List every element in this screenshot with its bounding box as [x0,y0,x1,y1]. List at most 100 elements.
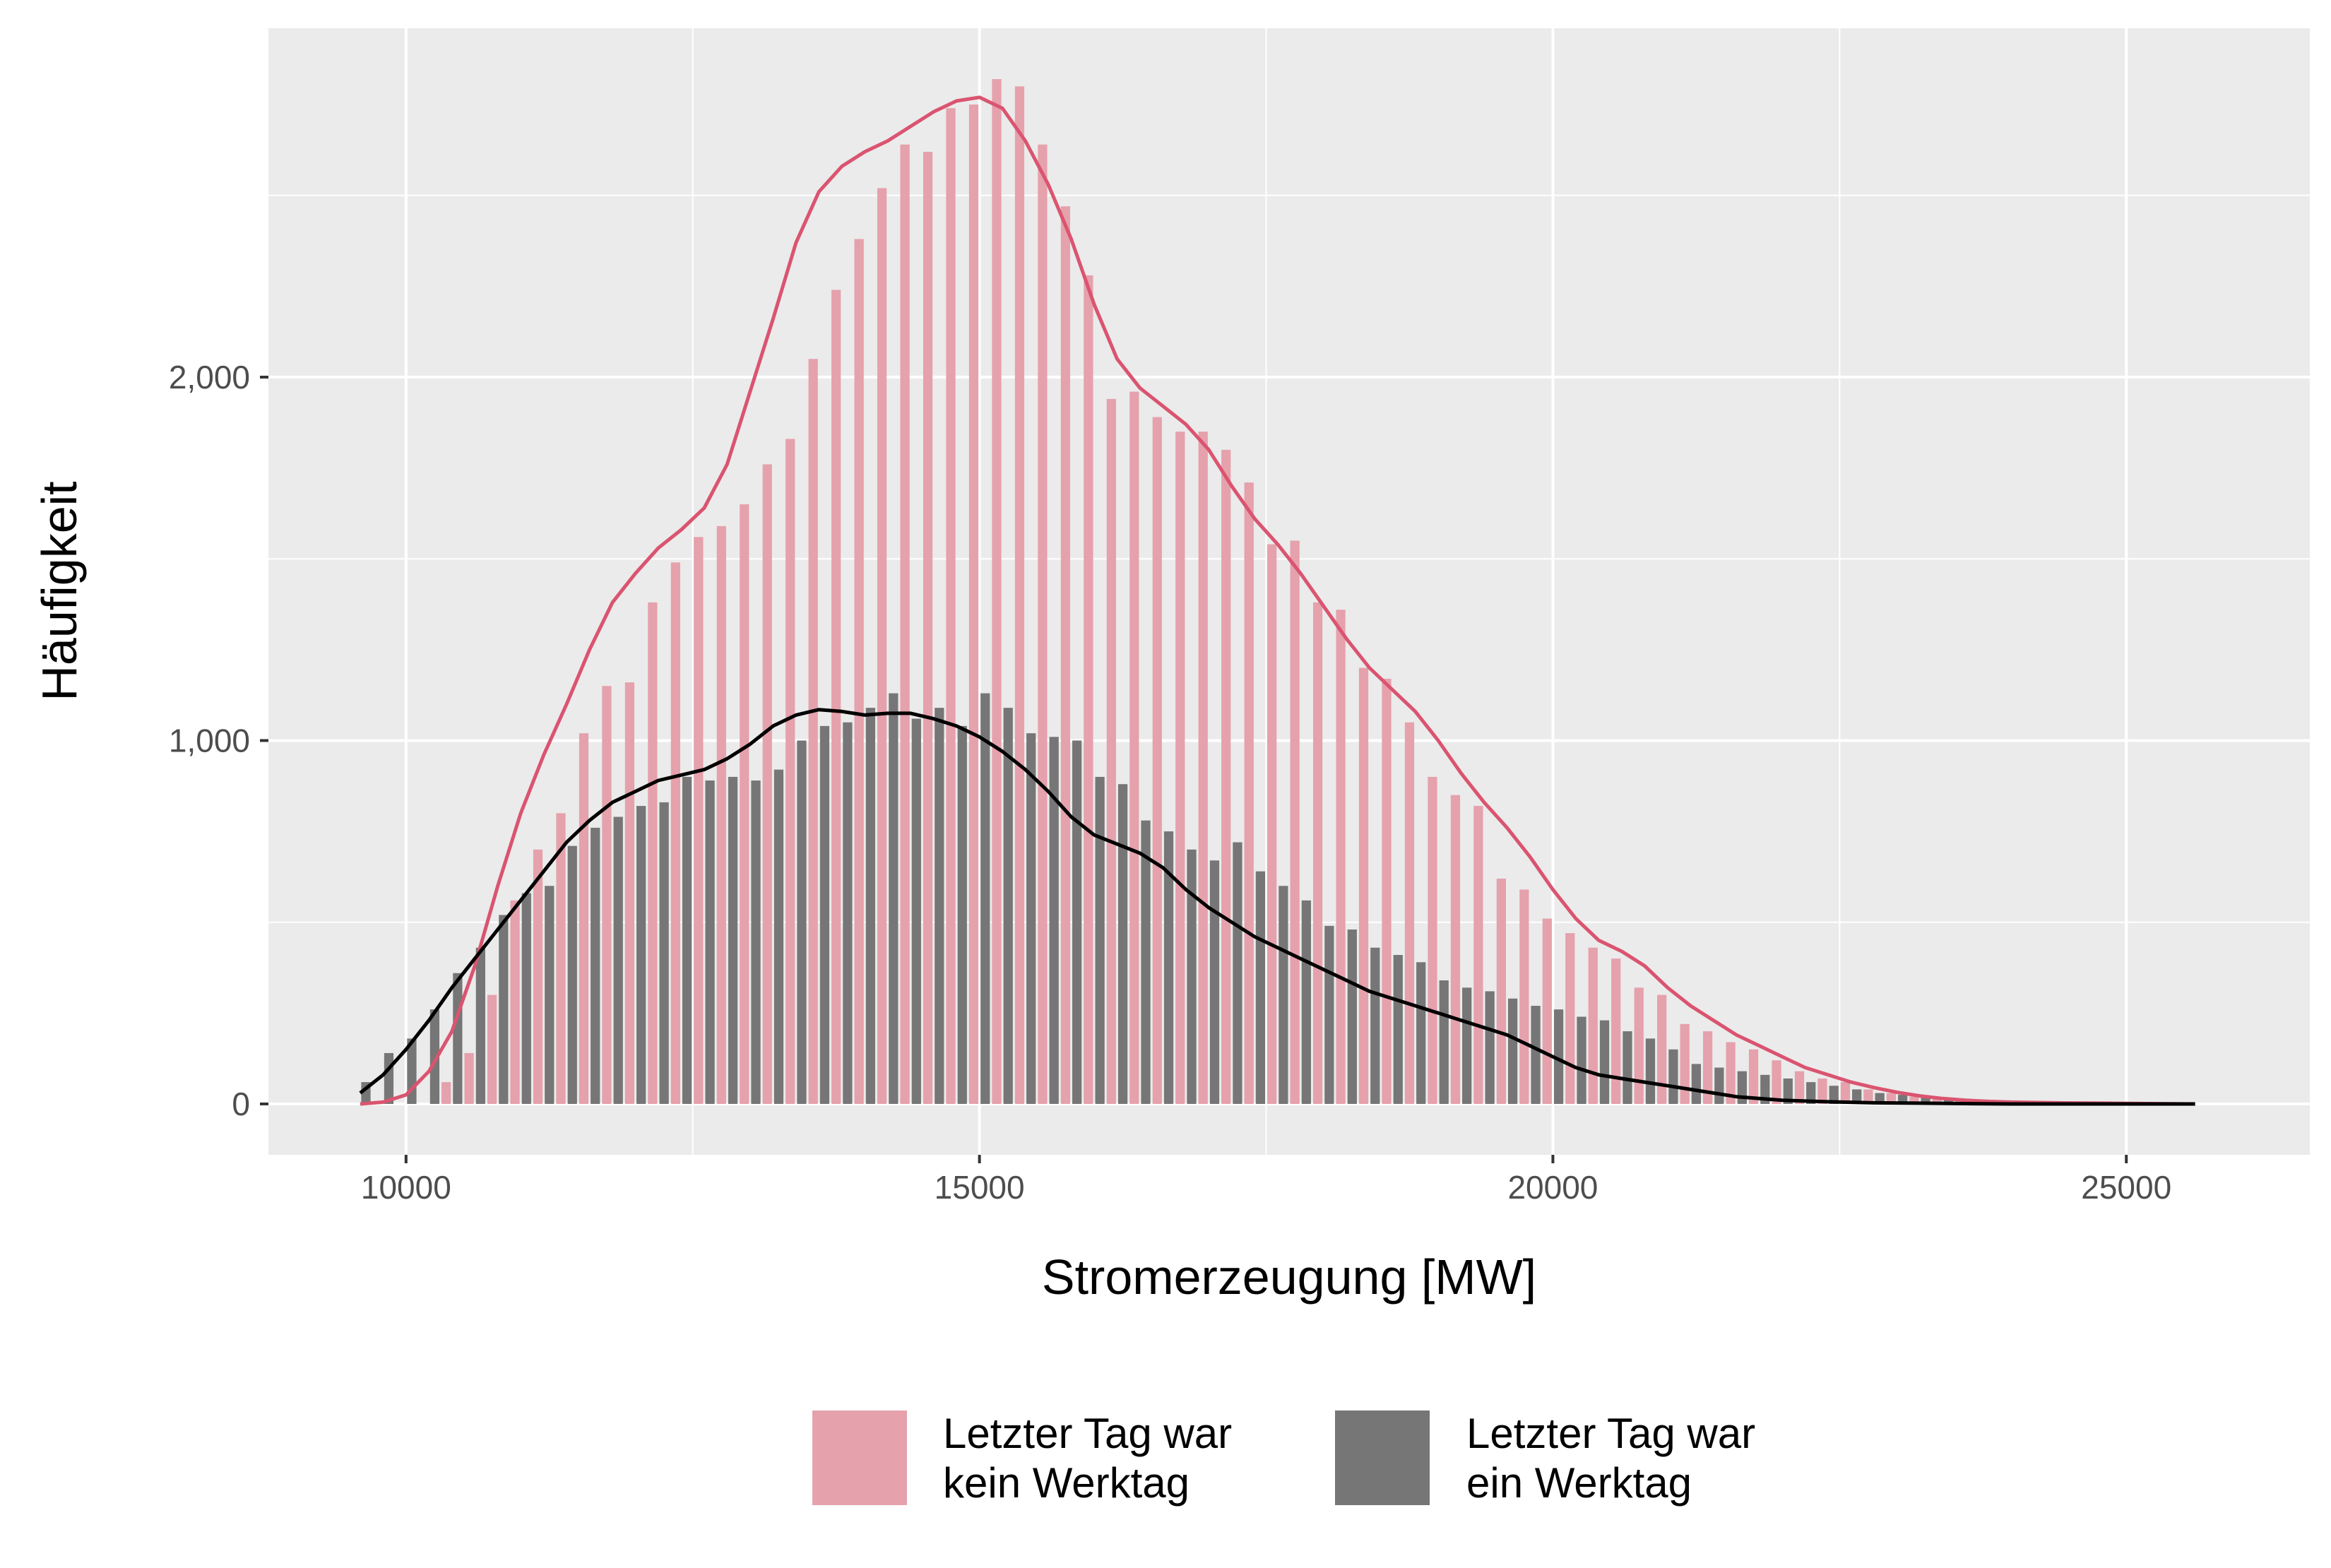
bar-series-1 [682,776,692,1104]
legend-label-ein-werktag-line2: ein Werktag [1466,1459,1692,1507]
y-tick-label: 0 [232,1086,250,1122]
bar-series-1 [889,693,898,1104]
bar-series-1 [797,740,807,1104]
bar-series-0 [1863,1089,1873,1104]
bar-series-0 [968,105,979,1104]
bar-series-1 [521,893,531,1104]
bar-series-0 [992,79,1002,1104]
legend-label-kein-werktag-line2: kein Werktag [943,1459,1190,1507]
bar-series-0 [1565,933,1575,1104]
bar-series-0 [1038,144,1048,1104]
bar-series-1 [1072,740,1082,1104]
bar-series-1 [659,802,669,1104]
bar-series-0 [1404,722,1415,1104]
bar-series-0 [1542,918,1552,1104]
bar-series-0 [1932,1098,1942,1104]
bar-series-1 [1233,842,1242,1104]
bar-series-0 [1358,667,1369,1104]
bar-series-1 [1324,925,1334,1104]
bar-series-1 [1691,1064,1701,1104]
bar-series-1 [1852,1089,1862,1104]
bar-series-1 [1806,1082,1816,1104]
bar-series-0 [1060,206,1071,1104]
bar-series-0 [877,188,887,1104]
bar-series-1 [591,827,600,1104]
bar-series-0 [762,464,772,1104]
bar-series-0 [1084,275,1093,1104]
bar-series-1 [1760,1074,1770,1104]
bar-series-0 [1014,86,1025,1104]
density-curve-series-0 [360,95,2195,1106]
legend-key-kein-werktag [809,1408,910,1508]
bar-series-1 [1829,1086,1839,1104]
bar-series-0 [1312,602,1323,1104]
bar-series-1 [911,718,921,1104]
y-tick-label: 2,000 [169,359,250,396]
bar-series-0 [1817,1078,1827,1104]
bar-series-0 [1634,987,1644,1104]
bar-series-0 [716,525,726,1104]
bar-series-1 [1462,987,1472,1104]
x-tick-label: 20000 [1507,1169,1598,1206]
legend-label-ein-werktag-line1: Letzter Tag war [1466,1410,1755,1457]
bar-series-0 [1680,1023,1690,1104]
bar-series-0 [740,504,749,1104]
bar-series-1 [1163,831,1174,1104]
bar-series-1 [935,708,944,1104]
density-curve-series-1 [359,708,2195,1106]
bar-series-0 [556,813,566,1104]
bar-series-0 [602,686,612,1104]
bar-series-1 [1209,860,1220,1104]
bar-series-1 [1347,929,1357,1104]
bar-series-1 [636,806,646,1104]
histogram-bars [361,79,2114,1104]
y-axis-title: Häufigkeit [32,481,87,701]
y-tick-label: 1,000 [169,722,250,759]
bar-series-0 [923,151,933,1104]
legend-label-kein-werktag-line1: Letzter Tag war [943,1410,1232,1457]
bar-series-1 [384,1052,394,1104]
bar-series-0 [1611,958,1621,1104]
bar-series-1 [751,780,761,1104]
bar-series-1 [1783,1078,1793,1104]
bar-series-1 [1599,1020,1610,1104]
bar-series-1 [1439,980,1449,1104]
bar-series-1 [1301,900,1311,1104]
bar-series-0 [854,239,864,1104]
bar-series-0 [1290,540,1300,1104]
bar-series-0 [533,849,543,1104]
bar-series-1 [1485,991,1495,1104]
bar-series-1 [819,725,830,1104]
bar-series-0 [1244,482,1254,1104]
x-tick-label: 15000 [935,1169,1025,1206]
bar-series-1 [453,973,463,1104]
bar-series-0 [1726,1042,1736,1104]
bar-series-1 [545,886,554,1104]
bar-series-0 [785,439,795,1104]
bar-series-0 [1657,994,1667,1104]
bar-series-0 [510,900,520,1104]
bar-series-1 [1026,733,1036,1104]
bar-series-0 [1428,776,1437,1104]
bar-series-0 [1473,806,1483,1104]
bar-series-0 [624,682,635,1104]
bar-series-1 [980,693,990,1104]
bar-series-1 [1393,955,1403,1104]
bar-series-0 [1840,1082,1851,1104]
bar-series-1 [1943,1098,1954,1104]
bar-series-1 [1003,708,1013,1104]
bar-series-0 [831,290,841,1104]
bar-series-0 [1221,449,1231,1104]
bar-series-1 [1645,1038,1656,1104]
bar-series-1 [773,769,784,1104]
bar-series-1 [1668,1049,1678,1104]
bar-series-1 [1255,871,1266,1104]
x-axis-title: Stromerzeugung [MW] [1042,1249,1536,1305]
bar-series-1 [1507,998,1518,1104]
bar-series-0 [579,733,589,1104]
density-curves [359,95,2195,1106]
bar-series-1 [1921,1096,1930,1104]
bar-series-1 [1117,784,1128,1104]
bar-series-0 [1794,1071,1805,1104]
axes: 10000 15000 20000 25000 0 1,000 2,000 [169,359,2171,1206]
